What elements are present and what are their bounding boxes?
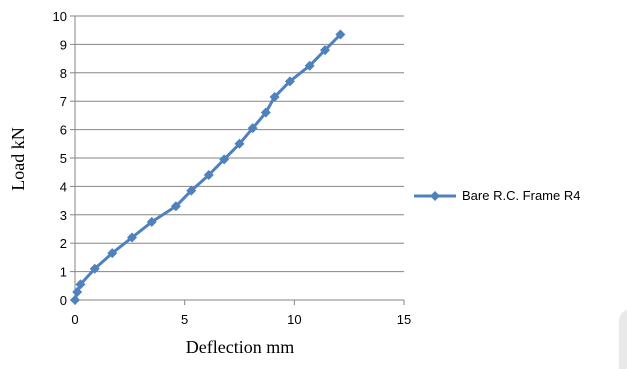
data-point — [127, 232, 138, 243]
data-point — [260, 107, 271, 118]
data-point — [75, 279, 86, 290]
corner-decoration — [619, 309, 627, 369]
data-point — [70, 295, 80, 305]
data-point — [219, 154, 230, 165]
data-point — [170, 201, 181, 212]
x-tick-label: 5 — [181, 312, 188, 327]
data-point — [72, 287, 83, 298]
data-point — [203, 170, 214, 181]
legend: Bare R.C. Frame R4 — [414, 188, 580, 203]
series-line-0 — [73, 33, 342, 301]
data-point — [269, 91, 280, 102]
data-point — [320, 45, 331, 56]
y-tick-label: 10 — [53, 9, 67, 24]
x-tick-label: 15 — [397, 312, 411, 327]
y-tick-labels: 0 1 2 3 4 5 6 7 8 9 10 — [53, 9, 67, 308]
legend-marker — [430, 191, 440, 201]
data-point — [107, 248, 118, 259]
y-tick-label: 6 — [60, 123, 67, 138]
data-point — [304, 60, 315, 71]
data-point — [186, 185, 197, 196]
y-tick-label: 7 — [60, 94, 67, 109]
data-point — [234, 138, 245, 149]
data-point — [89, 263, 100, 274]
gridlines — [75, 15, 404, 273]
x-tick-label: 0 — [71, 312, 78, 327]
data-point — [335, 29, 346, 40]
series-group — [70, 29, 346, 305]
data-point — [247, 123, 258, 134]
data-point — [284, 76, 295, 87]
y-tick-label: 2 — [60, 236, 67, 251]
x-tick-label: 10 — [287, 312, 301, 327]
y-tick-label: 0 — [60, 293, 67, 308]
x-axis-title: Deflection mm — [186, 337, 294, 357]
data-point — [146, 216, 157, 227]
x-tick-labels: 0 5 10 15 — [71, 312, 411, 327]
y-tick-label: 5 — [60, 151, 67, 166]
axes — [70, 15, 405, 305]
y-tick-label: 9 — [60, 37, 67, 52]
legend-label: Bare R.C. Frame R4 — [462, 188, 580, 203]
y-tick-label: 1 — [60, 265, 67, 280]
y-axis-title: Load kN — [8, 127, 28, 190]
y-tick-label: 8 — [60, 66, 67, 81]
line-chart: 0 1 2 3 4 5 6 7 8 9 10 0 5 10 15 Deflection mm Load k… — [8, 9, 580, 357]
y-tick-label: 4 — [60, 179, 67, 194]
y-tick-label: 3 — [60, 208, 67, 223]
